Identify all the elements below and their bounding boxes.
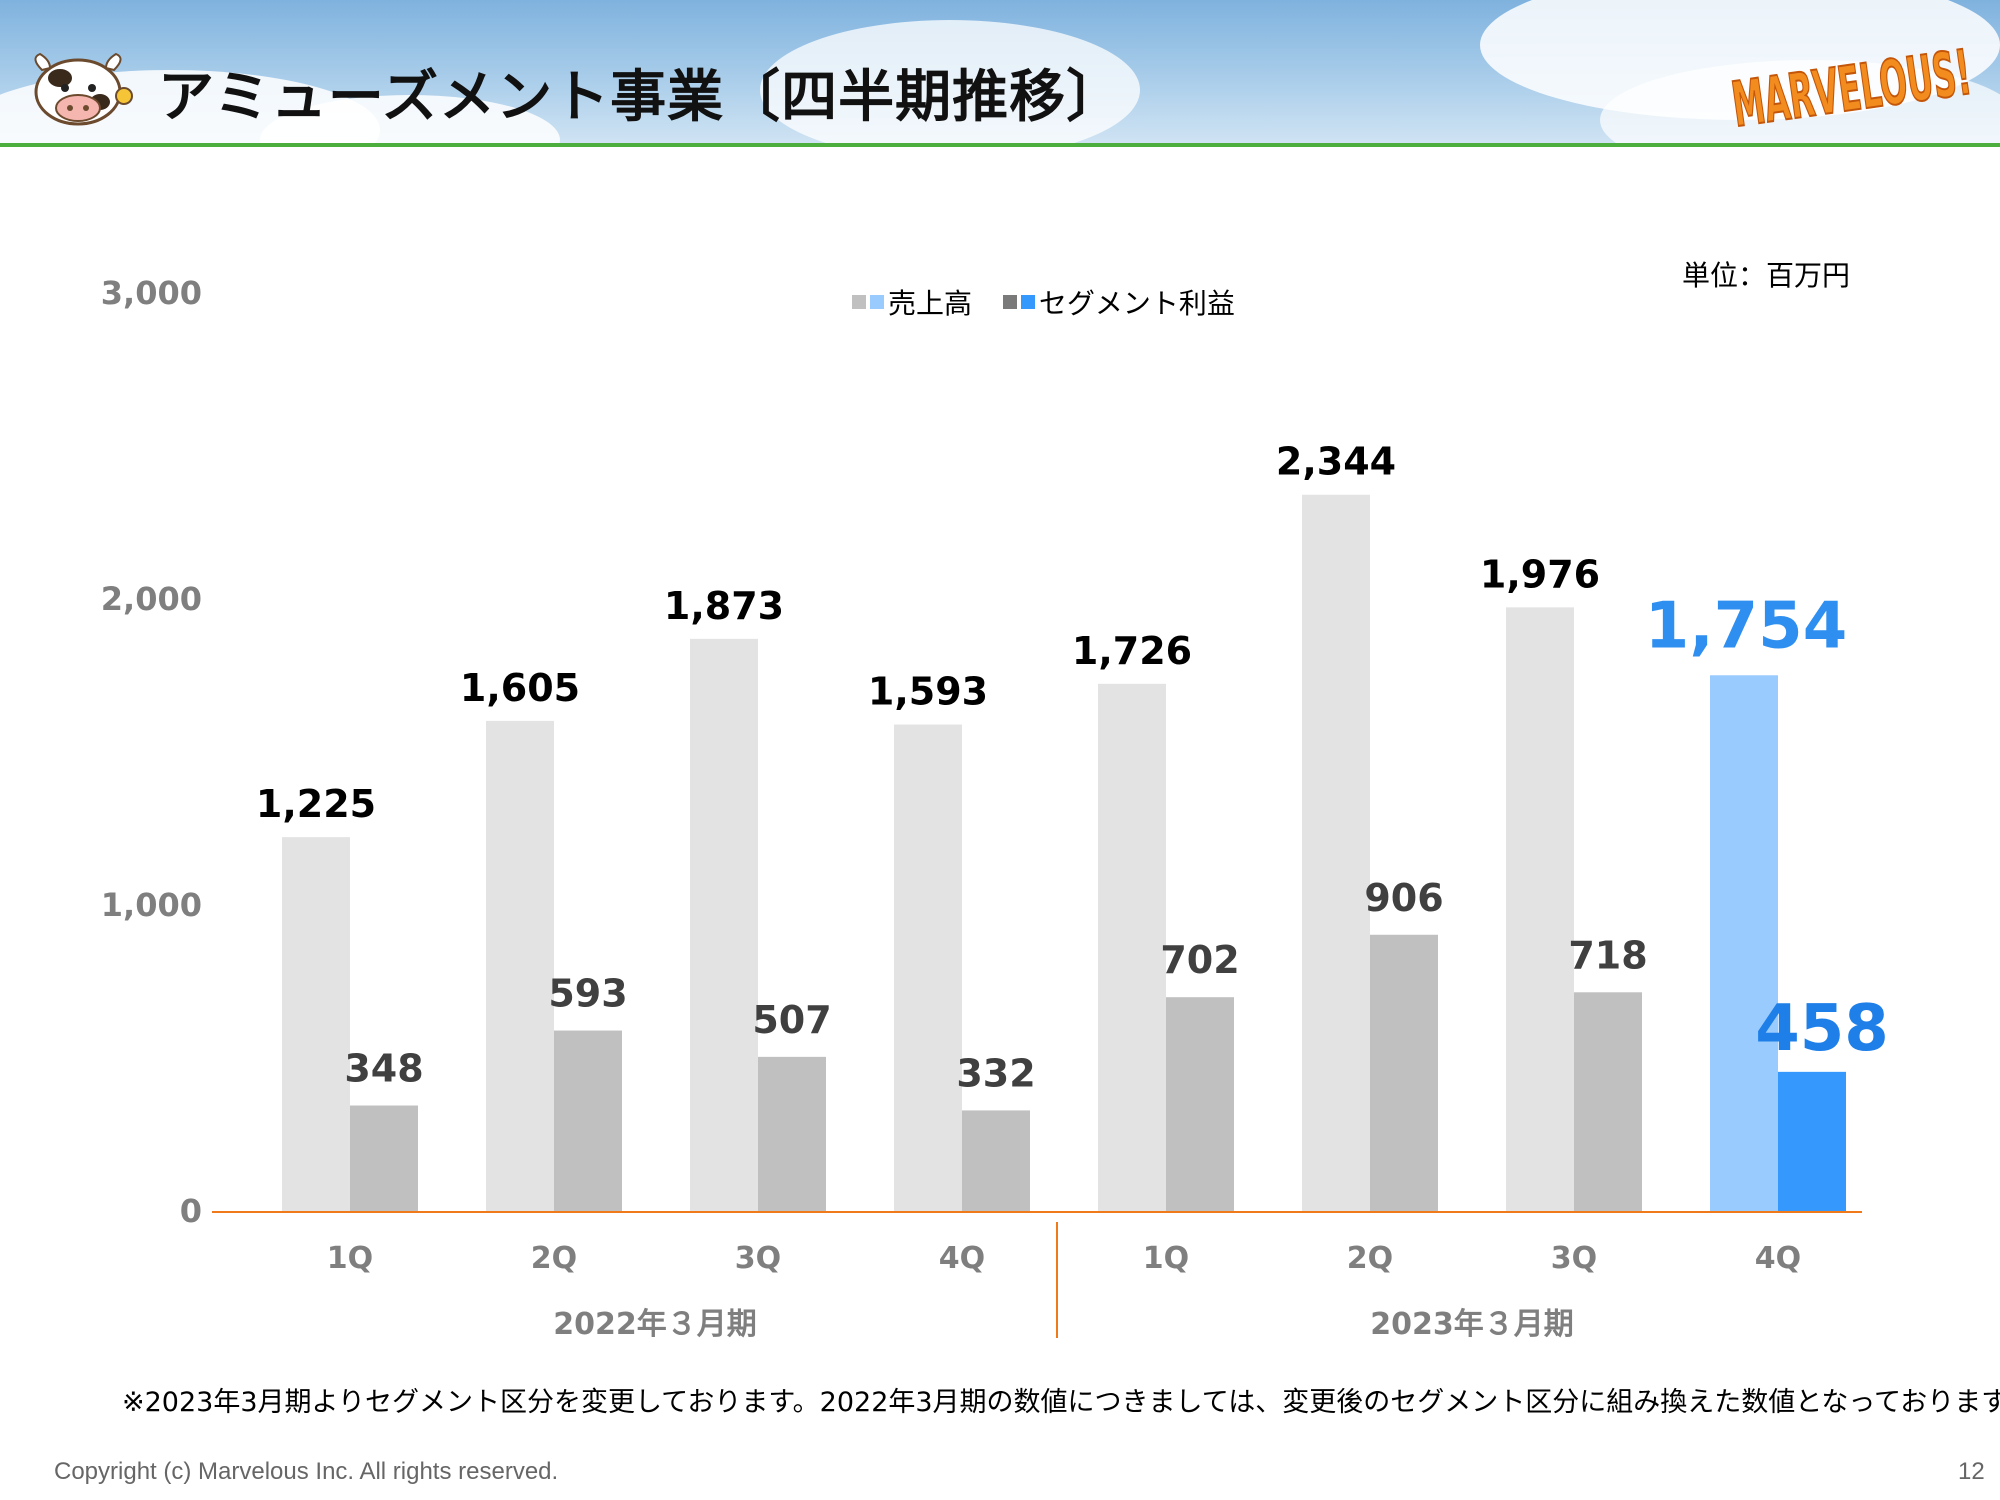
bar-sales [1302,494,1370,1213]
bar-profit [350,1105,418,1212]
bar-profit [1370,934,1438,1212]
data-label-sales: 1,976 [1480,552,1600,596]
bar-sales [1506,607,1574,1212]
y-tick-label: 0 [180,1192,202,1230]
y-tick-label: 1,000 [101,886,202,924]
x-tick-label: 4Q [939,1241,985,1276]
header-divider [0,143,2000,147]
x-tick-label: 3Q [735,1241,781,1276]
legend-label-profit: セグメント利益 [1038,287,1235,320]
data-label-sales: 1,754 [1645,589,1847,663]
data-label-sales: 1,873 [664,584,784,628]
y-tick-label: 3,000 [101,274,202,312]
data-label-sales: 1,593 [868,670,988,714]
page-number: 12 [1958,1458,1985,1485]
bar-profit [1778,1071,1846,1212]
bar-profit [758,1056,826,1212]
bar-profit [1166,997,1234,1212]
cow-mascot-icon [34,52,133,126]
bar-sales [486,720,554,1212]
bar-profit [554,1030,622,1212]
bar-profit [962,1110,1030,1212]
data-label-profit: 507 [752,998,831,1042]
x-group-label: 2023年３月期 [1370,1307,1574,1342]
x-tick-label: 3Q [1551,1241,1597,1276]
x-tick-label: 1Q [1143,1241,1189,1276]
copyright: Copyright (c) Marvelous Inc. All rights … [54,1458,559,1485]
bar-sales [894,724,962,1212]
x-tick-label: 2Q [1347,1241,1393,1276]
chart-legend: 売上高 セグメント利益 [852,282,1257,322]
y-tick-label: 2,000 [101,580,202,618]
bar-sales [1710,675,1778,1212]
x-tick-label: 2Q [531,1241,577,1276]
bar-profit [1574,992,1642,1212]
footnote: ※2023年3月期よりセグメント区分を変更しております。2022年3月期の数値に… [122,1387,2000,1418]
x-tick-label: 4Q [1755,1241,1801,1276]
data-label-sales: 1,605 [460,666,580,710]
unit-label: 単位：百万円 [1682,259,1851,292]
data-label-profit: 718 [1568,933,1647,977]
legend-swatch-sales-past [852,295,866,309]
data-label-sales: 1,225 [256,782,376,826]
data-label-sales: 2,344 [1276,440,1396,484]
x-tick-label: 1Q [327,1241,373,1276]
page-title: アミューズメント事業〔四半期推移〕 [158,65,1124,130]
bar-sales [282,837,350,1212]
legend-swatch-sales-current [870,295,884,309]
legend-label-sales: 売上高 [888,287,973,320]
data-label-profit: 332 [956,1051,1035,1095]
legend-swatch-profit-current [1020,295,1035,309]
marvelous-logo: MARVELOUS! [1727,35,1977,138]
data-label-sales: 1,726 [1072,629,1192,673]
legend-swatch-profit-past [1002,295,1017,309]
data-label-profit: 702 [1160,938,1239,982]
bar-sales [690,638,758,1212]
data-label-profit: 348 [344,1047,423,1091]
header-banner [0,0,2000,143]
data-label-profit: 906 [1364,876,1443,920]
data-label-profit: 593 [548,972,627,1016]
x-group-label: 2022年３月期 [553,1307,757,1342]
bar-sales [1098,683,1166,1212]
data-label-profit: 458 [1755,992,1889,1066]
